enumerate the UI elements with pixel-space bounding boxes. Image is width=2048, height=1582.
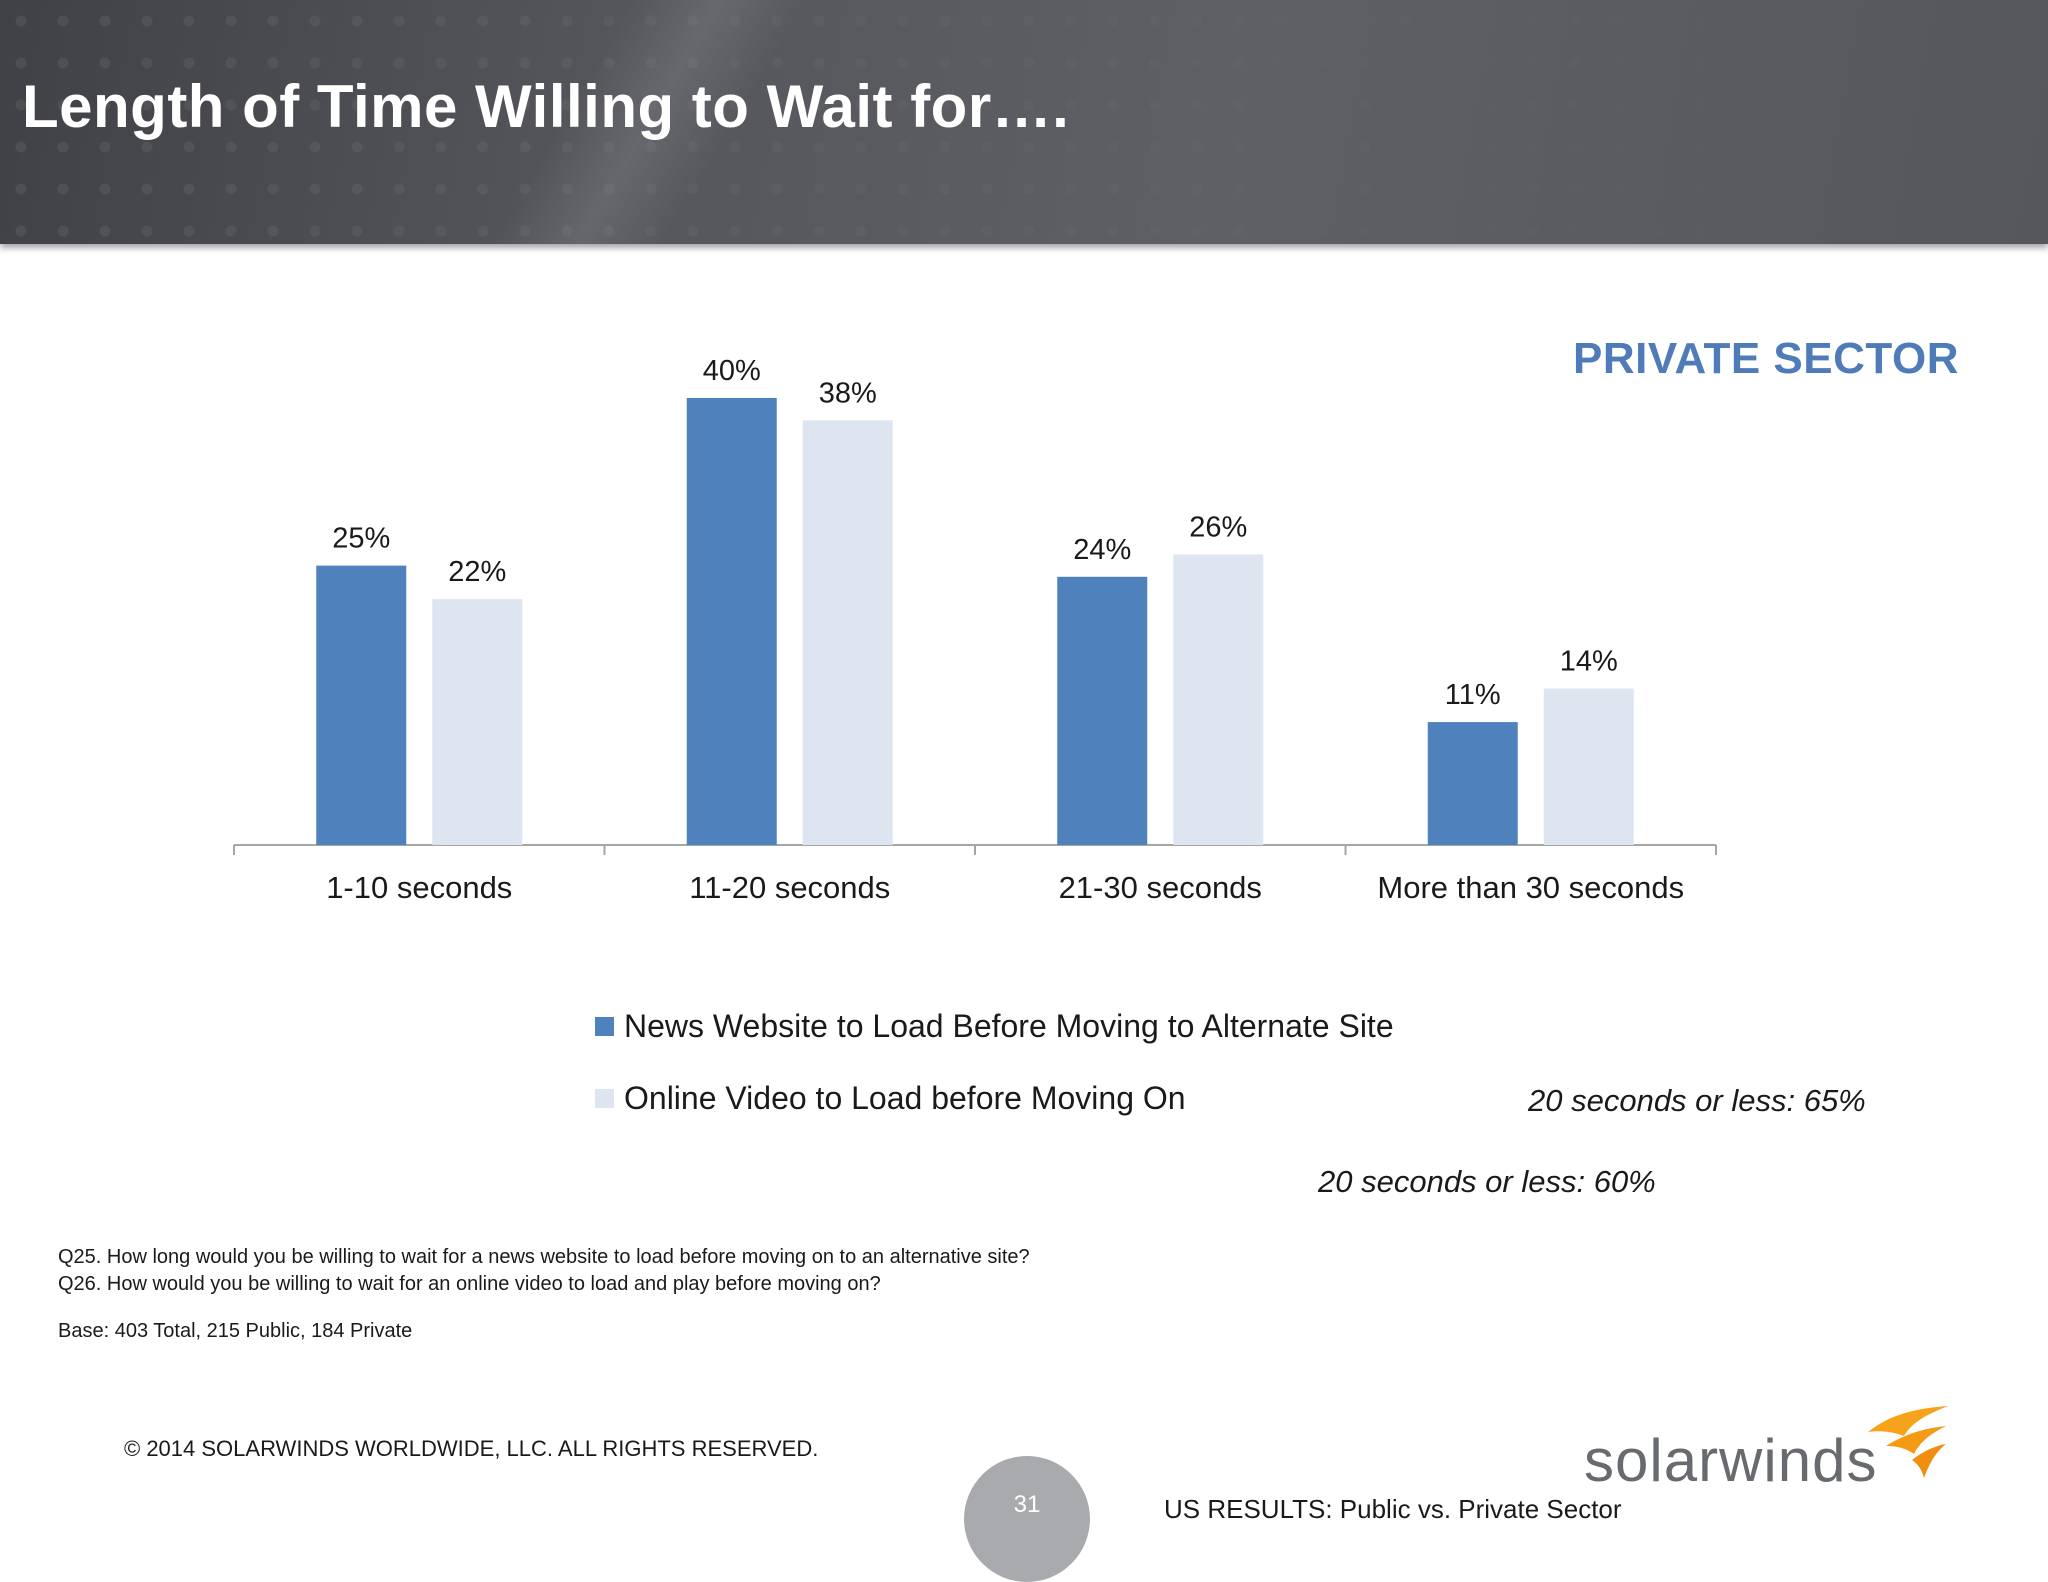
data-label-video: 22% xyxy=(448,556,506,588)
data-label-news: 11% xyxy=(1445,679,1501,711)
legend-swatch-news xyxy=(595,1016,614,1036)
legend-label-video: Online Video to Load before Moving On xyxy=(624,1079,1186,1116)
bar-video xyxy=(1173,554,1264,845)
bar-news xyxy=(1427,722,1518,845)
x-tick-label: More than 30 seconds xyxy=(1377,870,1684,905)
x-tick-label: 1-10 seconds xyxy=(326,870,512,905)
page-number: 31 xyxy=(964,1456,1090,1582)
base-footnote: Base: 403 Total, 215 Public, 184 Private xyxy=(58,1320,413,1342)
legend-swatch-video xyxy=(595,1088,614,1108)
chart-legend: News Website to Load Before Moving to Al… xyxy=(595,990,1394,1134)
bar-video xyxy=(1543,688,1634,845)
bar-video xyxy=(432,599,523,845)
video-summary-note: 20 seconds or less: 60% xyxy=(1318,1164,1656,1199)
legend-label-news: News Website to Load Before Moving to Al… xyxy=(624,1007,1394,1044)
flame-icon xyxy=(1868,1406,1948,1478)
bar-news xyxy=(1057,576,1148,845)
legend-item-video: Online Video to Load before Moving On xyxy=(595,1062,1394,1134)
data-label-news: 24% xyxy=(1073,534,1131,566)
header-banner: Length of Time Willing to Wait for…. xyxy=(0,0,2048,244)
footer-subtitle: US RESULTS: Public vs. Private Sector xyxy=(1164,1494,1622,1524)
bar-news xyxy=(316,565,407,845)
bar-news xyxy=(686,398,777,845)
bar-chart: 25% 22% 1-10 seconds 40% 38% 11-20 seconds 24%… xyxy=(233,355,1717,905)
page-title: Length of Time Willing to Wait for…. xyxy=(22,73,1070,140)
data-label-news: 40% xyxy=(703,355,761,387)
bar-video xyxy=(802,420,893,845)
news-summary-note: 20 seconds or less: 65% xyxy=(1528,1083,1866,1118)
data-label-video: 14% xyxy=(1560,646,1618,678)
data-label-news: 25% xyxy=(332,523,390,555)
data-label-video: 38% xyxy=(819,377,877,409)
copyright-text: © 2014 SOLARWINDS WORLDWIDE, LLC. ALL RI… xyxy=(124,1436,819,1461)
question-footnotes: Q25. How long would you be willing to wa… xyxy=(58,1244,1030,1298)
x-tick-label: 11-20 seconds xyxy=(689,870,890,905)
question-q25: Q25. How long would you be willing to wa… xyxy=(58,1246,1030,1268)
x-tick-label: 21-30 seconds xyxy=(1059,870,1262,905)
question-q26: Q26. How would you be willing to wait fo… xyxy=(58,1273,881,1295)
data-label-video: 26% xyxy=(1189,511,1247,543)
legend-item-news: News Website to Load Before Moving to Al… xyxy=(595,990,1394,1062)
sector-label: PRIVATE SECTOR xyxy=(1573,334,1959,383)
solarwinds-logo-text: solarwinds xyxy=(1584,1427,1878,1494)
